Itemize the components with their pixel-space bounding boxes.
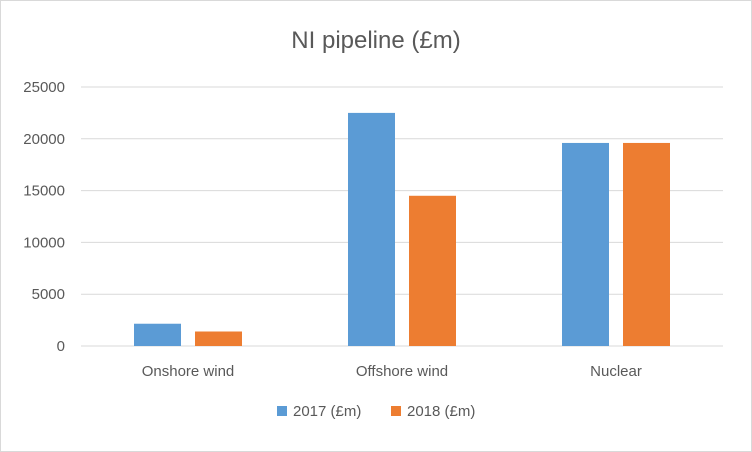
bar-series1 <box>348 112 395 347</box>
x-category-label: Nuclear <box>590 363 642 380</box>
chart-title: NI pipeline (£m) <box>291 27 461 54</box>
y-tick-label: 10000 <box>23 234 65 251</box>
bar-series2 <box>409 195 456 346</box>
y-tick-label: 5000 <box>32 286 65 303</box>
legend-swatch <box>391 406 401 416</box>
y-tick-label: 0 <box>57 338 65 355</box>
y-tick-label: 15000 <box>23 183 65 200</box>
legend-label: 2017 (£m) <box>293 403 361 420</box>
bar-series1 <box>562 142 609 346</box>
x-category-label: Offshore wind <box>356 363 448 380</box>
legend-label: 2018 (£m) <box>407 403 475 420</box>
y-tick-label: 20000 <box>23 131 65 148</box>
bar-series2 <box>195 331 242 346</box>
y-tick-label: 25000 <box>23 79 65 96</box>
x-category-label: Onshore wind <box>142 363 235 380</box>
legend-swatch <box>277 406 287 416</box>
bar-series2 <box>623 142 670 346</box>
bar-series1 <box>134 323 181 346</box>
